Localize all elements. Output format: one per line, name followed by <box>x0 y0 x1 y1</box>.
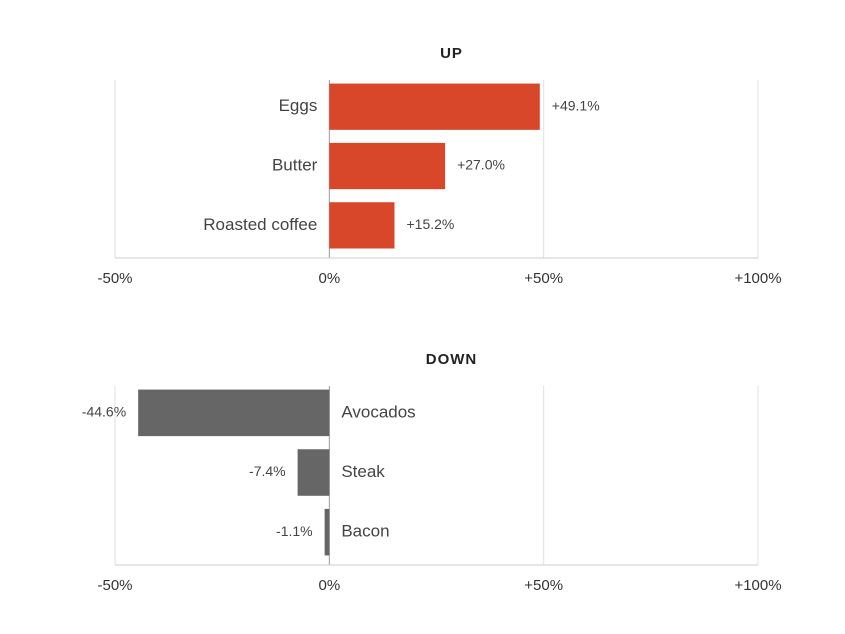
value-label: -1.1% <box>276 523 313 539</box>
bar <box>138 389 330 437</box>
value-label: +49.1% <box>552 97 600 113</box>
value-label: -7.4% <box>249 463 286 479</box>
bar <box>329 142 446 190</box>
value-label: -44.6% <box>82 404 126 420</box>
category-label: Eggs <box>279 96 318 115</box>
value-label: +15.2% <box>406 216 454 232</box>
category-label: Butter <box>272 156 318 175</box>
x-tick-label: +100% <box>734 577 781 594</box>
bar <box>297 449 330 496</box>
bar <box>324 508 330 556</box>
chart-title: UP <box>440 45 463 62</box>
x-tick-label: +50% <box>524 577 563 594</box>
x-tick-label: -50% <box>97 270 132 287</box>
bar <box>329 83 540 130</box>
x-tick-label: -50% <box>97 577 132 594</box>
category-label: Avocados <box>341 402 415 421</box>
value-label: +27.0% <box>457 157 505 173</box>
chart-title: DOWN <box>426 351 478 368</box>
x-tick-label: +100% <box>734 270 781 287</box>
category-label: Bacon <box>341 522 389 541</box>
category-label: Steak <box>341 462 385 481</box>
category-label: Roasted coffee <box>203 215 317 234</box>
x-tick-label: 0% <box>318 270 340 287</box>
x-tick-label: +50% <box>524 270 563 287</box>
bar <box>329 202 395 249</box>
x-tick-label: 0% <box>318 577 340 594</box>
